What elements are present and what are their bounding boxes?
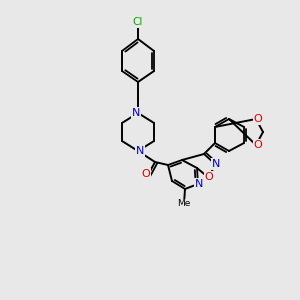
Text: O: O	[142, 169, 150, 179]
Text: N: N	[132, 108, 140, 118]
Text: O: O	[254, 114, 262, 124]
Text: O: O	[205, 172, 213, 182]
Text: Me: Me	[177, 200, 191, 208]
Text: Cl: Cl	[133, 17, 143, 27]
Text: N: N	[212, 159, 220, 169]
Text: N: N	[195, 179, 203, 189]
Text: N: N	[136, 146, 144, 156]
Text: O: O	[254, 140, 262, 150]
